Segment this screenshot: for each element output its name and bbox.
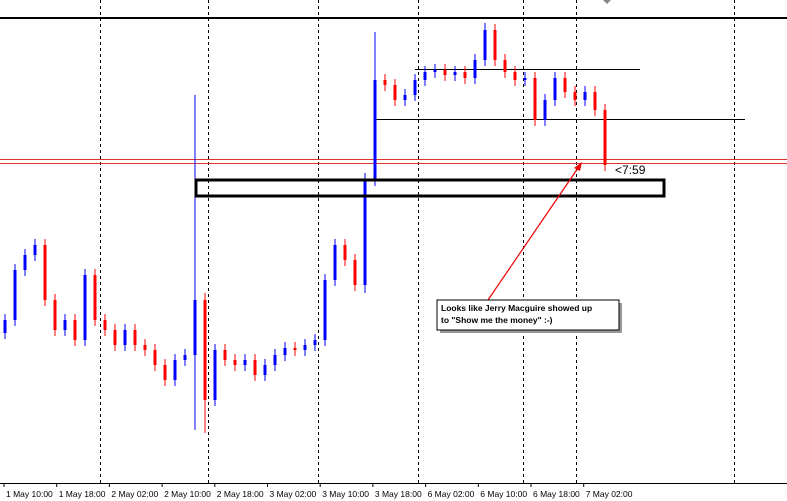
candle-body bbox=[83, 275, 87, 340]
candle-body bbox=[323, 280, 327, 340]
candle-body bbox=[153, 350, 157, 365]
candle-body bbox=[383, 80, 387, 85]
candle-body bbox=[523, 78, 527, 80]
candle-body bbox=[283, 348, 287, 355]
note-box bbox=[436, 299, 620, 331]
candle-body bbox=[93, 275, 97, 320]
candle-body bbox=[423, 72, 427, 80]
arrow bbox=[487, 167, 579, 301]
candle-body bbox=[433, 70, 437, 72]
candle-body bbox=[483, 30, 487, 60]
candle-body bbox=[353, 260, 357, 285]
note-text: to "Show me the money" :-) bbox=[441, 315, 553, 325]
candle-body bbox=[23, 255, 27, 270]
zone-box bbox=[194, 178, 666, 198]
candle-body bbox=[403, 95, 407, 100]
candle-body bbox=[43, 245, 47, 300]
candles bbox=[3, 23, 607, 433]
candle-body bbox=[583, 92, 587, 100]
candle-body bbox=[213, 350, 217, 400]
candle-body bbox=[223, 350, 227, 360]
candle-body bbox=[473, 60, 477, 78]
x-tick-label: 2 May 02:00 bbox=[111, 489, 158, 499]
candle-body bbox=[53, 300, 57, 330]
x-tick-label: 3 May 02:00 bbox=[270, 489, 317, 499]
candle-body bbox=[253, 360, 257, 375]
candle-body bbox=[313, 340, 317, 345]
candle-body bbox=[243, 360, 247, 365]
x-tick-label: 6 May 02:00 bbox=[428, 489, 475, 499]
candle-body bbox=[63, 320, 67, 330]
candle-body bbox=[133, 330, 137, 345]
candle-body bbox=[563, 78, 567, 92]
candle-body bbox=[263, 365, 267, 375]
candle-body bbox=[443, 70, 447, 75]
candle-body bbox=[593, 92, 597, 110]
x-tick-label: 6 May 10:00 bbox=[480, 489, 527, 499]
note-text: Looks like Jerry Macguire showed up bbox=[441, 303, 592, 313]
candle-body bbox=[533, 78, 537, 120]
candle-body bbox=[493, 30, 497, 60]
candle-body bbox=[203, 300, 207, 400]
candle-body bbox=[373, 80, 377, 180]
x-tick-label: 7 May 02:00 bbox=[586, 489, 633, 499]
x-tick-label: 1 May 10:00 bbox=[6, 489, 53, 499]
candle-body bbox=[143, 345, 147, 350]
candle-body bbox=[73, 320, 77, 340]
x-tick-label: 2 May 10:00 bbox=[164, 489, 211, 499]
candle-body bbox=[513, 72, 517, 80]
candle-body bbox=[553, 78, 557, 100]
candle-body bbox=[543, 100, 547, 120]
candle-body bbox=[393, 85, 397, 100]
time-grid bbox=[100, 0, 735, 483]
candle-body bbox=[603, 110, 607, 165]
x-tick-label: 3 May 18:00 bbox=[375, 489, 422, 499]
scroll-marker bbox=[603, 0, 611, 4]
candle-body bbox=[183, 355, 187, 360]
candle-body bbox=[503, 60, 507, 72]
x-tick-label: 2 May 18:00 bbox=[217, 489, 264, 499]
candle-body bbox=[173, 360, 177, 380]
candle-body bbox=[3, 320, 7, 333]
x-labels: 1 May 10:00 1 May 18:00 2 May 02:00 2 May 1… bbox=[3, 483, 633, 499]
timer-label: <7:59 bbox=[615, 163, 646, 177]
x-tick-label: 3 May 10:00 bbox=[322, 489, 369, 499]
candle-body bbox=[413, 80, 417, 95]
candle-body bbox=[343, 245, 347, 260]
candle-body bbox=[363, 180, 367, 285]
arrow-head bbox=[574, 162, 582, 171]
x-tick-label: 6 May 18:00 bbox=[533, 489, 580, 499]
candle-body bbox=[193, 300, 197, 355]
candle-body bbox=[103, 320, 107, 330]
candle-body bbox=[453, 72, 457, 75]
candle-body bbox=[303, 345, 307, 350]
x-tick-label: 1 May 18:00 bbox=[59, 489, 106, 499]
candle-body bbox=[273, 355, 277, 365]
candle-body bbox=[33, 245, 37, 255]
candle-body bbox=[163, 365, 167, 380]
candle-body bbox=[293, 348, 297, 350]
candle-body bbox=[113, 330, 117, 345]
candle-body bbox=[13, 270, 17, 320]
candle-body bbox=[573, 92, 577, 100]
candle-body bbox=[333, 245, 337, 280]
candle-body bbox=[123, 330, 127, 345]
candle-body bbox=[233, 360, 237, 365]
candle-body bbox=[463, 72, 467, 78]
